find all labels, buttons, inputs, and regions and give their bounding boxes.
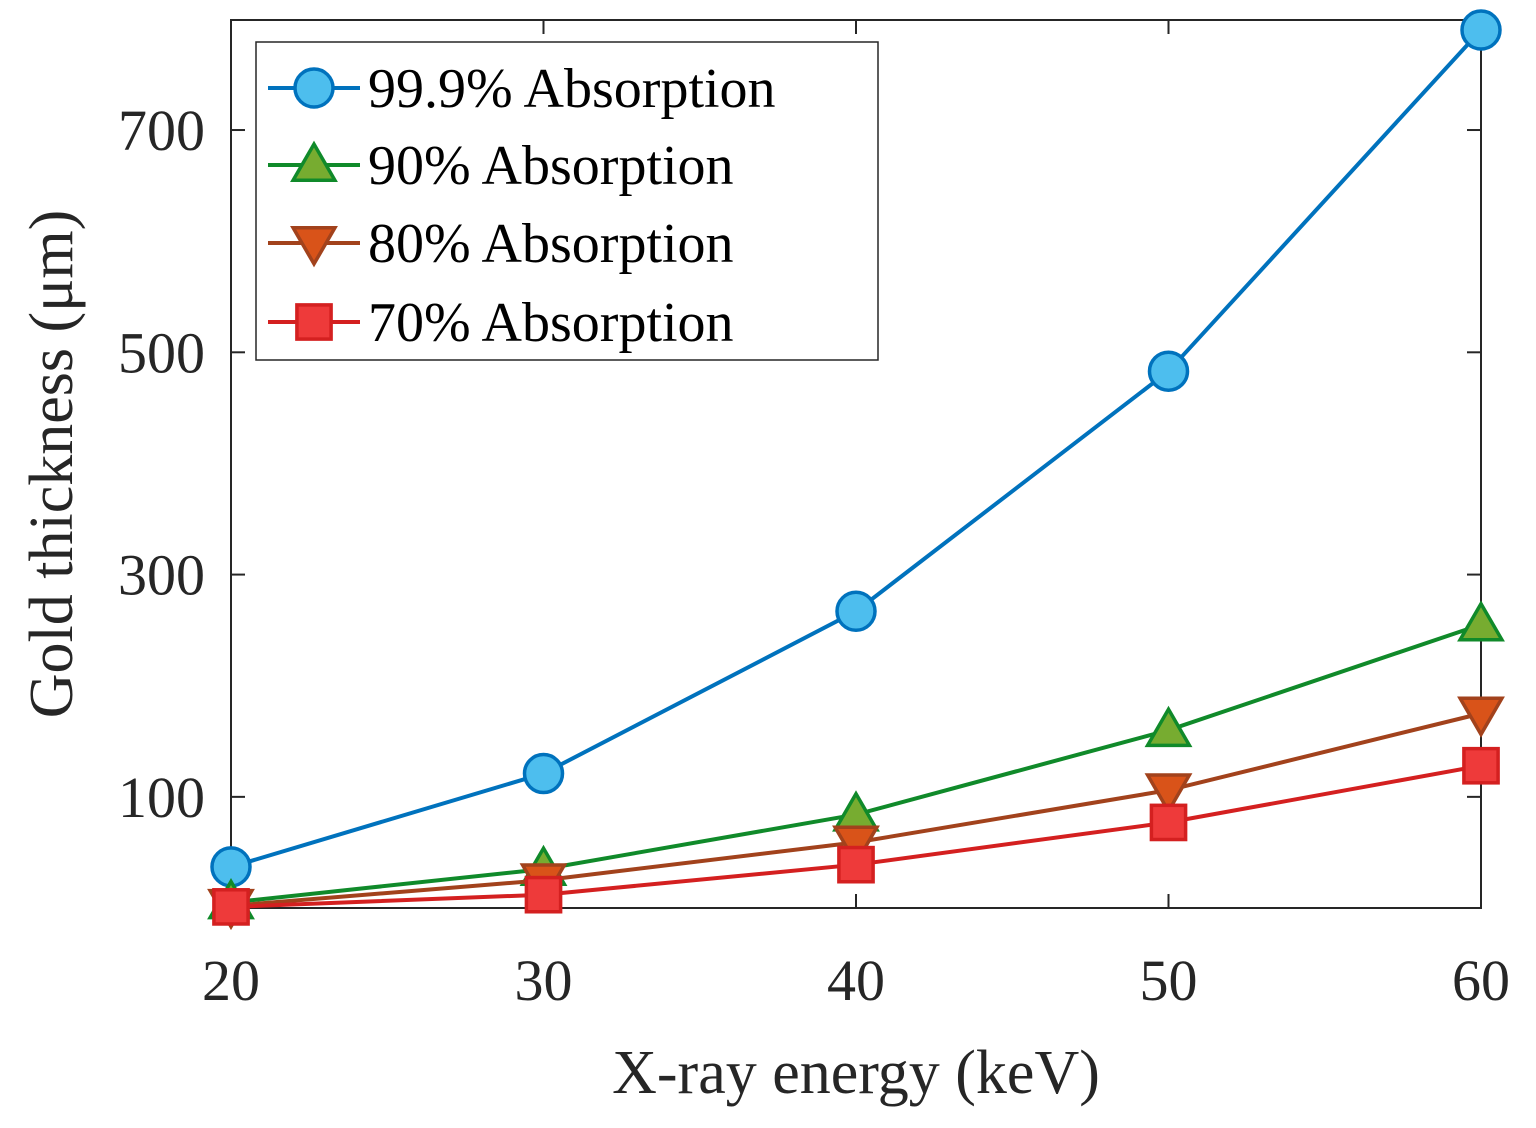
series-layer — [207, 9, 1505, 931]
data-point-square — [212, 888, 250, 926]
legend-box — [255, 41, 879, 361]
data-point-triangle-down — [1144, 773, 1193, 815]
y-tick-label: 500 — [118, 320, 205, 385]
data-point-square — [524, 875, 563, 914]
data-point-triangle-up — [290, 140, 338, 182]
legend-item: 70% Absorption — [268, 292, 734, 354]
data-point-square — [295, 303, 333, 341]
legend-item: 99.9% Absorption — [268, 58, 776, 120]
legend-label: 80% Absorption — [368, 213, 734, 275]
legend-item: 90% Absorption — [268, 135, 734, 197]
data-point-circle — [293, 67, 335, 109]
x-tick-label: 30 — [515, 948, 573, 1013]
x-tick-label: 60 — [1452, 948, 1510, 1013]
data-point-triangle-down — [832, 825, 880, 867]
legend-label: 70% Absorption — [368, 292, 734, 354]
x-axis-label: X-ray energy (keV) — [612, 1039, 1100, 1107]
y-tick-label: 700 — [118, 98, 205, 163]
ticks: 20 30 40 50 60 100 300 500 700 — [118, 20, 1510, 1013]
data-point-square — [837, 845, 875, 884]
data-point-circle — [1460, 9, 1502, 51]
legend-item: 80% Absorption — [268, 213, 734, 275]
data-point-triangle-up — [1457, 600, 1505, 642]
data-point-circle — [522, 752, 565, 795]
legend: 99.9% Absorption 90% Absorption 80% Absorp… — [255, 41, 879, 361]
x-tick-label: 50 — [1140, 948, 1198, 1013]
legend-label: 99.9% Absorption — [368, 58, 776, 120]
x-tick-label: 40 — [827, 948, 885, 1013]
y-tick-label: 100 — [118, 765, 205, 830]
data-point-square — [1462, 746, 1500, 785]
legend-label: 90% Absorption — [368, 135, 734, 197]
data-point-circle — [835, 590, 877, 633]
data-point-triangle-down — [1457, 696, 1505, 738]
y-axis-label: Gold thickness (μm) — [18, 210, 86, 719]
series — [210, 9, 1502, 888]
data-point-triangle-down — [290, 226, 338, 268]
series — [212, 746, 1500, 926]
data-point-circle — [1147, 350, 1190, 392]
data-point-square — [1149, 803, 1188, 842]
x-tick-label: 20 — [202, 948, 260, 1013]
y-tick-label: 300 — [118, 543, 205, 608]
data-point-triangle-up — [1144, 705, 1193, 748]
